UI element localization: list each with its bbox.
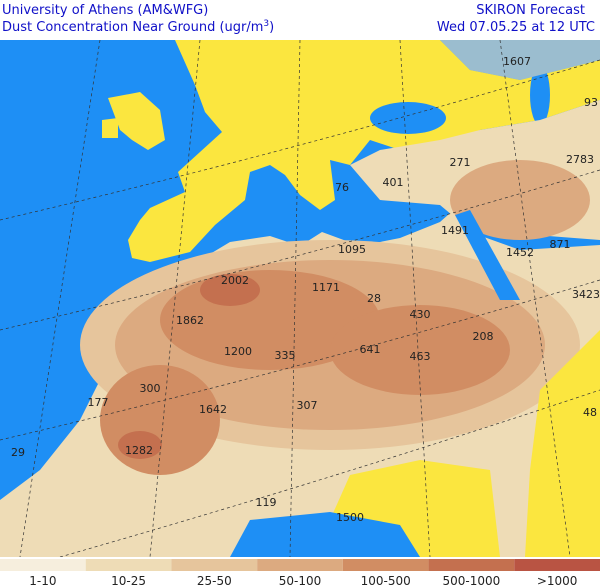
map-value-label: 401: [383, 176, 404, 189]
map-value-label: 2002: [221, 274, 249, 287]
legend-label: >1000: [537, 574, 578, 587]
legend-swatch: [0, 559, 86, 571]
map: [0, 40, 600, 557]
map-value-label: 1607: [503, 55, 531, 68]
map-value-label: 48: [583, 406, 597, 419]
title-text: Dust Concentration Near Ground (ugr/m: [2, 20, 263, 35]
model-name: SKIRON Forecast: [476, 3, 585, 18]
title-exponent: 3: [263, 19, 269, 29]
map-value-label: 430: [410, 308, 431, 321]
map-value-label: 119: [256, 496, 277, 509]
map-value-label: 93: [584, 96, 598, 109]
map-value-label: 1500: [336, 511, 364, 524]
map-value-label: 1200: [224, 345, 252, 358]
valid-time: Wed 07.05.25 at 12 UTC: [437, 20, 595, 35]
map-value-label: 271: [450, 156, 471, 169]
map-value-label: 307: [297, 399, 318, 412]
map-value-label: 300: [140, 382, 161, 395]
map-value-label: 29: [11, 446, 25, 459]
map-value-label: 335: [275, 349, 296, 362]
legend-swatch: [85, 559, 172, 571]
legend-swatch: [171, 559, 258, 571]
map-labels: 1607 93 271 2783 401 76 1491 1095 1452 871 2002 117…: [11, 55, 600, 524]
map-value-label: 1642: [199, 403, 227, 416]
map-value-label: 1282: [125, 444, 153, 457]
institution: University of Athens (AM&WFG): [2, 3, 208, 18]
legend-swatch: [514, 559, 600, 571]
map-value-label: 1862: [176, 314, 204, 327]
map-value-label: 1491: [441, 224, 469, 237]
map-value-label: 1452: [506, 246, 534, 259]
map-value-label: 208: [473, 330, 494, 343]
legend-swatch: [428, 559, 515, 571]
header: University of Athens (AM&WFG) Dust Conce…: [2, 3, 595, 35]
map-value-label: 28: [367, 292, 381, 305]
map-value-label: 1095: [338, 243, 366, 256]
legend-label: 25-50: [197, 574, 232, 587]
map-value-label: 76: [335, 181, 349, 194]
legend-label: 500-1000: [443, 574, 501, 587]
map-value-label: 3423: [572, 288, 600, 301]
map-value-label: 177: [88, 396, 109, 409]
legend-label: 100-500: [361, 574, 411, 587]
map-value-label: 1171: [312, 281, 340, 294]
map-value-label: 871: [550, 238, 571, 251]
legend-label: 10-25: [111, 574, 146, 587]
map-title: Dust Concentration Near Ground (ugr/m3): [2, 19, 274, 35]
legend-label: 1-10: [29, 574, 56, 587]
map-value-label: 641: [360, 343, 381, 356]
title-end: ): [269, 20, 274, 35]
legend-swatch: [342, 559, 429, 571]
map-value-label: 463: [410, 350, 431, 363]
legend: 1-10 10-25 25-50 50-100 100-500 500-1000 >1000: [0, 559, 600, 587]
legend-swatch: [257, 559, 343, 571]
map-value-label: 2783: [566, 153, 594, 166]
legend-label: 50-100: [279, 574, 322, 587]
